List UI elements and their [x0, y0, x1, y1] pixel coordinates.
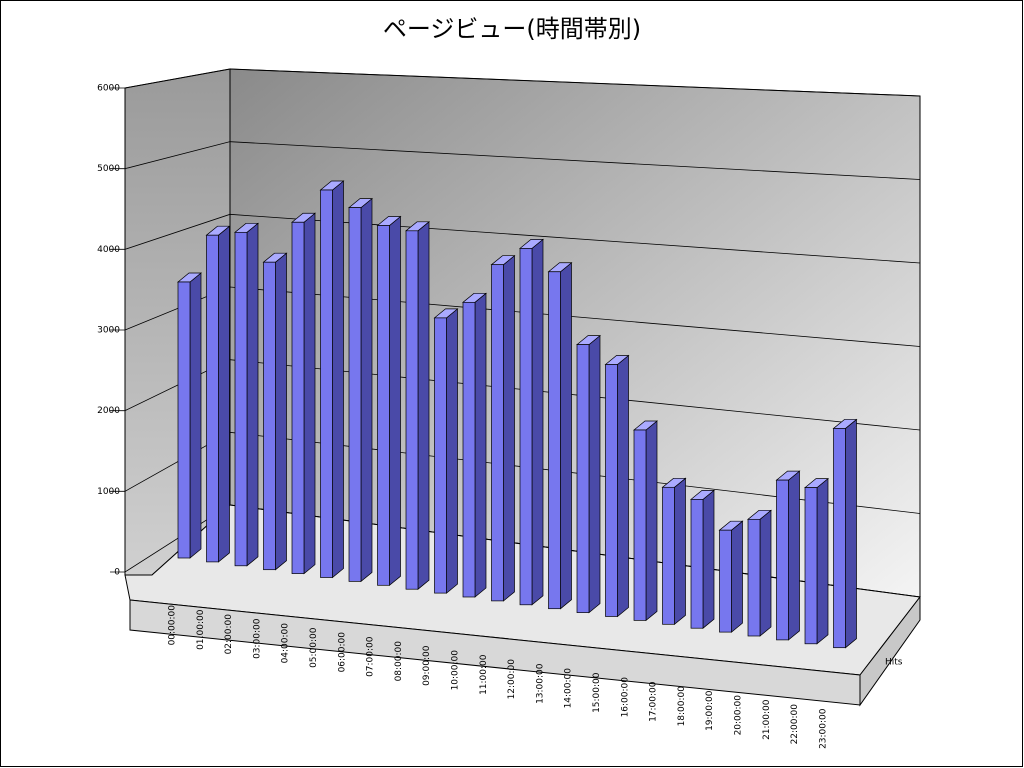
bar-side — [303, 212, 316, 575]
grid-line — [110, 141, 921, 180]
bar-side — [218, 225, 230, 563]
bar-side — [360, 197, 373, 583]
bar-side — [617, 354, 629, 618]
bar-side — [189, 272, 202, 559]
x-tick-label: 18:00:00 — [677, 686, 687, 727]
y-tick-label: 6000 — [97, 84, 120, 94]
bar-side — [845, 418, 857, 649]
bar-side — [588, 334, 601, 614]
bar-side — [503, 254, 515, 602]
bar-side — [446, 308, 458, 594]
bar — [263, 261, 276, 571]
x-tick-label: 19:00:00 — [705, 690, 715, 731]
bar-side — [702, 489, 715, 629]
x-tick-label: 12:00:00 — [507, 659, 517, 700]
y-tick-label: 1000 — [97, 487, 120, 497]
bar-side — [674, 477, 686, 626]
bar-side — [246, 222, 259, 567]
bar-side — [645, 420, 658, 622]
x-tick-label: 22:00:00 — [790, 704, 800, 745]
bar-side — [389, 215, 401, 587]
bar — [833, 428, 846, 649]
bar — [519, 248, 533, 606]
bar — [462, 301, 476, 598]
grid-line — [110, 213, 921, 264]
grid-line — [110, 359, 921, 431]
grid-line — [110, 286, 921, 347]
x-tick-label: 07:00:00 — [366, 636, 376, 677]
x-tick-label: 21:00:00 — [762, 699, 772, 740]
x-tick-label: 11:00:00 — [479, 654, 489, 695]
x-tick-label: 08:00:00 — [394, 641, 404, 682]
bar-side — [788, 470, 800, 641]
x-tick-label: 04:00:00 — [281, 623, 291, 664]
bar — [690, 499, 704, 629]
bar-side — [731, 520, 743, 633]
bar — [377, 225, 390, 586]
x-tick-label: 06:00:00 — [337, 632, 347, 673]
grid-line — [110, 431, 921, 514]
bar — [548, 271, 561, 610]
bar-side — [332, 180, 344, 579]
bar — [434, 317, 447, 594]
bar — [405, 230, 419, 590]
bar — [662, 486, 675, 625]
bar — [576, 344, 590, 613]
x-tick-label: 16:00:00 — [620, 677, 630, 718]
bar — [291, 221, 305, 574]
bar — [804, 487, 818, 645]
x-tick-label: 13:00:00 — [535, 663, 545, 704]
x-tick-label: 20:00:00 — [734, 695, 744, 736]
x-tick-label: 03:00:00 — [252, 618, 262, 659]
x-tick-label: 17:00:00 — [649, 681, 659, 722]
bar — [320, 189, 333, 578]
x-tick-label: 00:00:00 — [168, 605, 178, 646]
bar — [747, 518, 761, 637]
x-tick-label: 05:00:00 — [309, 627, 319, 668]
bar-side — [275, 252, 287, 571]
floor-side — [859, 595, 921, 707]
bar — [348, 207, 362, 582]
grid-line — [110, 504, 921, 598]
bar-side — [560, 262, 572, 610]
y-tick-label: 5000 — [97, 164, 120, 174]
x-tick-label: 14:00:00 — [564, 668, 574, 709]
bar-side — [816, 477, 829, 645]
chart-title: ページビュー(時間帯別) — [383, 15, 641, 43]
bar — [491, 264, 504, 602]
bar — [605, 364, 618, 617]
bar — [719, 529, 732, 633]
series-label: Hits — [885, 658, 903, 668]
bar — [633, 429, 647, 621]
x-tick-label: 23:00:00 — [818, 708, 828, 749]
x-tick-label: 10:00:00 — [451, 650, 461, 691]
y-tick-label: 3000 — [97, 326, 120, 336]
bar — [234, 231, 248, 567]
x-tick-label: 01:00:00 — [196, 609, 206, 650]
grid-line — [110, 68, 921, 97]
bar-side — [417, 221, 430, 590]
bar-side — [531, 238, 544, 606]
bar — [776, 479, 789, 641]
y-tick-label: 2000 — [97, 406, 120, 416]
x-tick-label: 02:00:00 — [224, 614, 234, 655]
bar — [177, 281, 191, 559]
bar-side — [759, 509, 772, 637]
y-tick-label: 0 — [114, 568, 120, 578]
y-tick-label: 4000 — [97, 245, 120, 255]
bar — [206, 234, 219, 563]
bar-side — [474, 292, 487, 598]
x-tick-label: 15:00:00 — [592, 672, 602, 713]
x-tick-label: 09:00:00 — [422, 645, 432, 686]
